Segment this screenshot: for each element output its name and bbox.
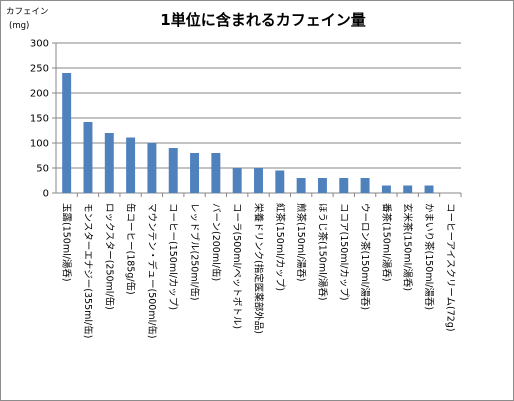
bar [83, 122, 93, 193]
y-tick-label: 50 [36, 164, 49, 175]
y-tick-labels: 0 50 100 150 200 250 300 [30, 39, 49, 200]
category-label: コーヒー(150ml/カップ) [167, 203, 178, 310]
bar [254, 168, 263, 193]
y-tick-label: 200 [30, 89, 49, 100]
category-label: ほうじ茶(150ml/湯呑) [316, 203, 328, 301]
bar [104, 133, 114, 193]
category-label: 缶コーヒー(185g/缶) [125, 203, 137, 295]
bar [232, 168, 242, 193]
bar [211, 153, 221, 193]
bar [403, 185, 413, 193]
y-tick-label: 0 [43, 189, 49, 200]
category-label: ロックスター(250ml/缶) [103, 203, 115, 310]
category-label: バーン(200ml/缶) [210, 203, 222, 281]
bar [381, 185, 391, 193]
category-label: かまいり茶(150ml/湯呑) [423, 203, 435, 310]
category-label: 番茶(150ml/湯呑) [380, 203, 392, 282]
chart-title: 1単位に含まれるカフェイン量 [160, 11, 365, 29]
bar [147, 143, 157, 193]
category-label: 玄米茶(150ml/湯呑) [402, 203, 414, 291]
bar [424, 185, 434, 193]
category-label: 煎茶(150ml/湯呑) [295, 203, 307, 282]
category-label: コーヒーアイスクリーム(72g) [444, 203, 455, 332]
y-tick-label: 250 [30, 64, 49, 75]
category-label: 玉露(150ml/湯呑) [61, 203, 73, 282]
bar [339, 178, 349, 193]
bar [296, 178, 306, 193]
bar [126, 137, 136, 193]
category-label: ココア(150ml/カップ) [338, 203, 349, 301]
y-axis-unit: (mg) [9, 21, 29, 31]
category-label: 紅茶(150ml/カップ) [274, 203, 286, 291]
bars [62, 73, 434, 193]
bar [62, 73, 72, 193]
bar [275, 170, 285, 193]
bar [168, 148, 178, 193]
gridlines [56, 42, 461, 169]
category-labels: 玉露(150ml/湯呑) モンスターエナジー(355ml/缶) ロックスター(250… [61, 203, 456, 339]
y-axis-label: カフェイン [6, 7, 49, 17]
bar [190, 153, 200, 193]
category-label: モンスターエナジー(355ml/缶) [82, 203, 94, 338]
bar [360, 178, 370, 193]
y-tick-label: 100 [30, 139, 49, 150]
category-label: レッドブル(250ml/缶) [189, 203, 201, 301]
category-label: ウーロン茶(150ml/湯呑) [359, 203, 371, 310]
category-label: マウンテン・デュー(500ml/缶) [146, 203, 158, 339]
category-label: コーラ(500ml/ペットボトル) [231, 203, 242, 329]
y-tick-label: 150 [30, 114, 49, 125]
category-label: 栄養ドリンク(指定医薬部外品) [253, 203, 265, 334]
y-tick-label: 300 [30, 39, 49, 50]
bar [317, 178, 327, 193]
